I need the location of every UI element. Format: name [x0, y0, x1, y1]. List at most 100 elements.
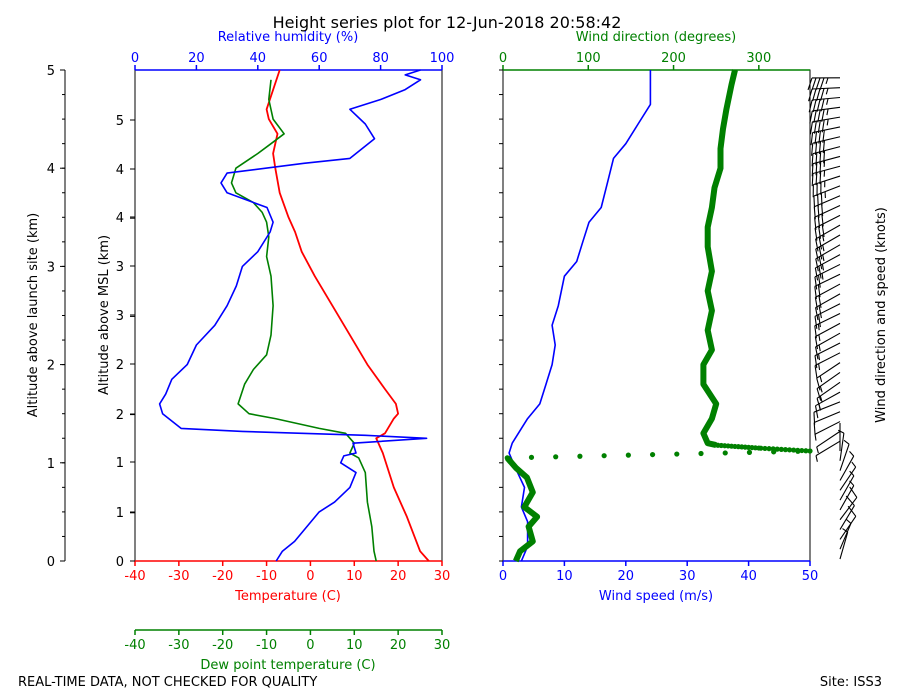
temp-tick-label: 10	[346, 569, 363, 584]
wind-barb	[839, 528, 849, 560]
temp-tick-label: 30	[434, 569, 451, 584]
msl-altitude-label: Altitude above MSL (km)	[97, 235, 112, 395]
chart-title: Height series plot for 12-Jun-2018 20:58…	[273, 13, 622, 32]
dewpoint-tick-label: -30	[168, 638, 189, 653]
msl-tick-label: 3	[116, 309, 124, 324]
wind-speed-line	[508, 70, 652, 562]
wind-direction-dot	[807, 448, 813, 454]
msl-tick-label: 3	[116, 260, 124, 275]
rh-tick-label: 60	[311, 51, 328, 66]
wind-speed-tick-label: 30	[679, 569, 696, 584]
dewpoint-tick-label: 0	[306, 638, 314, 653]
rh-tick-label: 100	[430, 51, 455, 66]
temp-tick-label: -30	[168, 569, 189, 584]
rh-tick-label: 80	[372, 51, 389, 66]
msl-tick-label: 2	[116, 358, 124, 373]
launch-tick-label: 5	[47, 64, 55, 79]
wind-barb	[812, 175, 841, 198]
wind-dir-tick-label: 0	[499, 51, 507, 66]
wind-direction-dot	[722, 450, 728, 456]
wind-barb	[811, 155, 841, 177]
wind-barb	[815, 244, 841, 272]
wind-direction-dot	[791, 447, 797, 453]
wind-barb	[814, 214, 841, 241]
wind-plot-area	[502, 69, 811, 562]
wind-barb	[839, 470, 855, 501]
wind-speed-tick-label: 0	[499, 569, 507, 584]
launch-tick-label: 2	[47, 359, 55, 374]
temperature-line	[265, 69, 430, 562]
wind-speed-tick-label: 10	[556, 569, 573, 584]
wind-barb	[814, 273, 841, 300]
wind-barb	[815, 440, 841, 462]
temp-axis-label: Temperature (C)	[234, 589, 341, 604]
wind-barb	[839, 486, 858, 521]
msl-tick-label: 4	[116, 163, 124, 178]
wind-barb	[815, 234, 841, 262]
wind-direction-dot	[786, 447, 793, 453]
wind-barb	[813, 185, 841, 209]
msl-tick-label: 1	[116, 456, 124, 471]
temp-tick-label: -40	[124, 569, 145, 584]
wind-barb	[809, 106, 841, 124]
launch-tick-label: 1	[47, 457, 55, 472]
wind-direction-line	[700, 69, 738, 449]
wind-barb	[814, 421, 841, 441]
wind-barb	[839, 451, 855, 481]
wind-barb	[814, 254, 841, 281]
wind-barb	[839, 439, 850, 471]
wind-barb	[816, 372, 841, 401]
rh-tick-label: 0	[131, 51, 139, 66]
launch-altitude-label: Altitude above launch site (km)	[26, 213, 41, 417]
wind-direction-dot	[698, 450, 704, 457]
wind-barb	[815, 332, 841, 360]
footer-site: Site: ISS3	[820, 675, 882, 690]
wind-direction-dot	[674, 451, 680, 457]
dewpoint-line	[230, 79, 377, 562]
wind-barb	[814, 313, 841, 339]
wind-direction-dot	[504, 455, 510, 461]
rh-tick-label: 40	[250, 51, 267, 66]
wind-speed-tick-label: 40	[740, 569, 757, 584]
wind-direction-dot	[649, 451, 656, 458]
dewpoint-tick-label: 20	[390, 638, 407, 653]
launch-tick-label: 3	[47, 260, 55, 275]
wind-direction-dot	[770, 446, 776, 452]
wind-barb	[839, 461, 857, 491]
wind-direction-dot	[803, 448, 809, 454]
wind-barb	[809, 116, 841, 135]
dewpoint-tick-label: 10	[346, 638, 363, 653]
dewpoint-tick-label: -40	[124, 638, 145, 653]
wind-barb	[814, 303, 841, 329]
wind-barb	[807, 77, 841, 91]
wind-barb	[810, 126, 841, 146]
msl-tick-label: 0	[116, 555, 124, 570]
wind-dir-tick-label: 200	[661, 51, 686, 66]
barbs-axis-label: Wind direction and speed (knots)	[874, 207, 889, 423]
wind-barb	[814, 205, 841, 230]
wind-barb	[839, 518, 852, 550]
temp-tick-label: -10	[256, 569, 277, 584]
launch-tick-label: 4	[47, 162, 55, 177]
dewpoint-tick-label: -20	[212, 638, 233, 653]
wind-direction-dot	[774, 446, 780, 452]
wind-barb	[816, 362, 841, 391]
wind-barb	[814, 263, 841, 290]
wind-direction-dot	[577, 453, 583, 459]
wind-barb	[814, 322, 841, 350]
wind-direction-dot	[799, 447, 805, 454]
footer-quality-note: REAL-TIME DATA, NOT CHECKED FOR QUALITY	[18, 675, 317, 690]
wind-barb	[815, 293, 841, 321]
msl-tick-label: 1	[116, 506, 124, 521]
wind-direction-dot	[601, 453, 607, 459]
wind-direction-dot	[715, 442, 721, 448]
wind-direction-dot	[746, 449, 753, 455]
wind-barb	[837, 429, 845, 461]
wind-speed-tick-label: 20	[618, 569, 635, 584]
launch-tick-label: 0	[47, 555, 55, 570]
wind-direction-line	[505, 455, 541, 563]
wind-direction-dot	[766, 446, 772, 452]
wind-barb	[813, 401, 841, 425]
wind-barb	[814, 352, 841, 379]
